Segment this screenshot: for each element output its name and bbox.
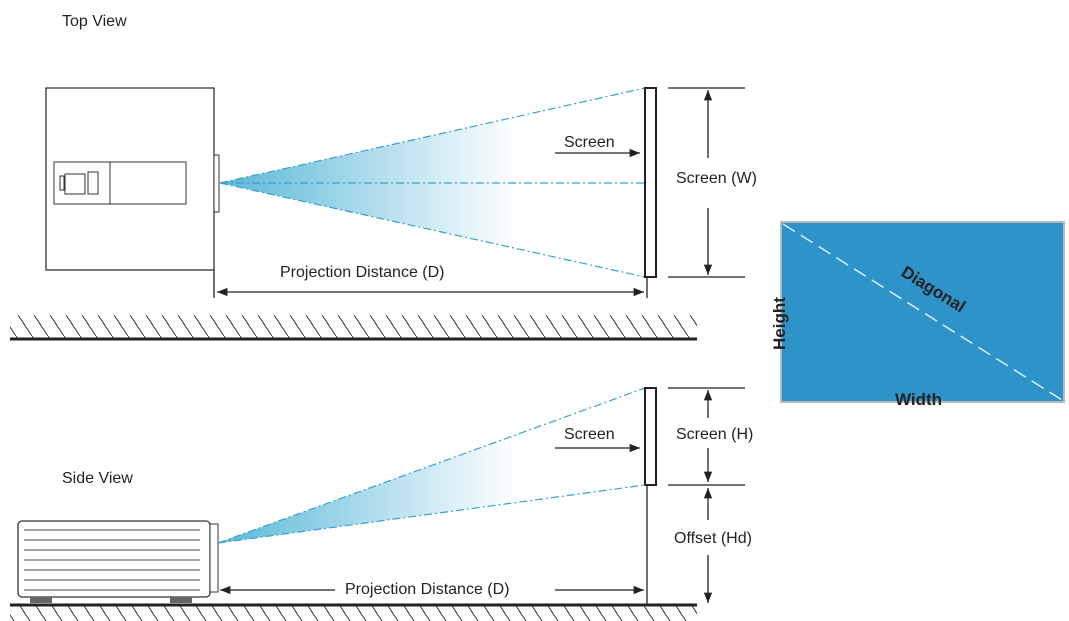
title: Top View <box>62 13 127 30</box>
label: Projection Distance (D) <box>345 581 510 598</box>
label: Height <box>770 297 789 350</box>
diagonal-line <box>782 223 1063 401</box>
label: Screen <box>564 426 615 443</box>
label: Screen (W) <box>676 170 757 187</box>
projector-top <box>45 87 220 271</box>
screen <box>644 387 657 486</box>
label: Offset (Hd) <box>674 530 752 547</box>
screen <box>644 87 657 278</box>
label: Screen (H) <box>676 426 753 443</box>
beam-edge <box>217 387 646 544</box>
beam-edge <box>217 484 646 544</box>
ground-hatch <box>10 606 697 621</box>
label: Screen <box>564 134 615 151</box>
label: Width <box>895 390 942 409</box>
label: Projection Distance (D) <box>280 264 445 281</box>
title: Side View <box>62 470 133 487</box>
ground-hatch <box>10 315 697 339</box>
projector-side <box>17 520 219 603</box>
